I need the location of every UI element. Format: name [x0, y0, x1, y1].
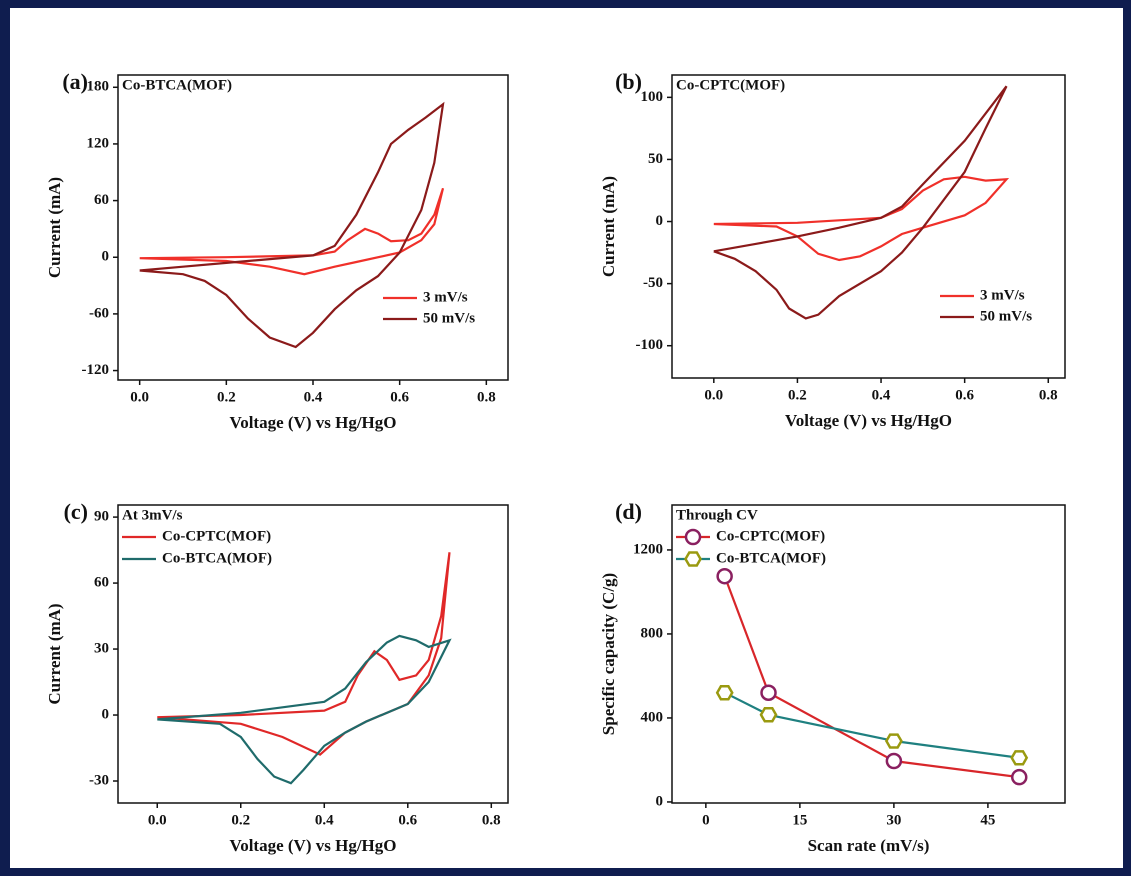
legend-marker	[684, 528, 702, 546]
y-axis-label: Current (mA)	[45, 177, 64, 278]
y-tick-label: 60	[94, 192, 109, 208]
x-axis-label: Scan rate (mV/s)	[808, 836, 930, 855]
plot-frame	[117, 504, 509, 804]
marker	[716, 567, 733, 585]
y-tick-label: 0	[102, 706, 110, 722]
x-axis-label: Voltage (V) vs Hg/HgO	[785, 411, 952, 430]
x-tick-label: 0.8	[477, 389, 496, 405]
series-line	[157, 634, 452, 785]
x-axis-label: Voltage (V) vs Hg/HgO	[229, 413, 396, 432]
x-tick-label: 0.0	[704, 387, 723, 403]
y-tick-label: -30	[89, 772, 109, 788]
x-tick-label: 15	[792, 812, 807, 828]
series-line	[157, 552, 451, 756]
y-axis-label: Specific capacity (C/g)	[599, 573, 618, 735]
y-tick-label: 30	[94, 640, 109, 656]
legend-label: 3 mV/s	[423, 289, 468, 305]
x-tick-label: 0.2	[231, 812, 250, 828]
y-tick-label: 0	[656, 793, 664, 809]
x-tick-label: 45	[980, 812, 995, 828]
series-line	[723, 575, 1020, 779]
x-tick-label: 0.8	[1039, 387, 1058, 403]
x-tick-label: 0	[702, 812, 710, 828]
series-line	[713, 85, 1008, 320]
plot-frame	[671, 74, 1066, 379]
panel-title: At 3mV/s	[122, 507, 183, 523]
x-tick-label: 0.6	[398, 812, 417, 828]
y-tick-label: -100	[636, 337, 664, 353]
y-tick-label: 0	[656, 213, 664, 229]
y-tick-label: 1200	[633, 541, 663, 557]
panel-label: (d)	[615, 499, 642, 524]
frame-edge	[0, 8, 10, 868]
series-line	[139, 101, 445, 349]
series-line	[139, 187, 445, 276]
y-tick-label: 60	[94, 575, 109, 591]
y-tick-label: 100	[641, 89, 664, 105]
legend-label: Co-BTCA(MOF)	[162, 550, 272, 566]
y-axis-label: Current (mA)	[45, 603, 64, 704]
marker	[715, 685, 734, 701]
y-tick-label: 90	[94, 509, 109, 525]
legend-label: Co-CPTC(MOF)	[162, 528, 271, 544]
x-tick-label: 0.4	[304, 389, 323, 405]
legend-label: 50 mV/s	[423, 310, 475, 326]
x-tick-label: 0.6	[955, 387, 974, 403]
marker	[885, 752, 903, 770]
x-tick-label: 0.2	[788, 387, 807, 403]
figure: -120 -60 0 60 120 180 0.0 0.2 0.4 0.6 0.8 Voltage (…	[45, 69, 1066, 855]
y-tick-label: -50	[643, 275, 663, 291]
y-tick-label: 0	[102, 249, 110, 265]
marker	[1010, 750, 1029, 766]
legend-label: 3 mV/s	[980, 287, 1025, 303]
panel-title: Through CV	[676, 507, 758, 523]
x-tick-label: 0.0	[148, 812, 167, 828]
panel-label: (c)	[64, 499, 88, 524]
series-line	[724, 691, 1020, 759]
marker	[760, 684, 777, 701]
y-tick-label: 50	[648, 151, 663, 167]
y-tick-label: 120	[87, 135, 110, 151]
marker	[1010, 768, 1028, 786]
x-axis-label: Voltage (V) vs Hg/HgO	[229, 836, 396, 855]
legend-marker	[684, 551, 702, 567]
x-tick-label: 0.0	[130, 389, 149, 405]
panel-label: (b)	[615, 69, 642, 94]
panel-title: Co-CPTC(MOF)	[676, 77, 785, 93]
panel-title: Co-BTCA(MOF)	[122, 77, 232, 93]
legend-label: Co-CPTC(MOF)	[716, 528, 825, 544]
y-tick-label: 800	[641, 625, 664, 641]
y-tick-label: 400	[641, 709, 664, 725]
y-tick-label: -120	[82, 362, 110, 378]
x-tick-label: 0.8	[482, 812, 501, 828]
x-tick-label: 0.4	[315, 812, 334, 828]
panel-label: (a)	[62, 69, 88, 94]
series-line	[713, 175, 1010, 262]
plot-frame	[117, 74, 509, 381]
x-tick-label: 0.6	[390, 389, 409, 405]
x-tick-label: 0.2	[217, 389, 236, 405]
marker	[759, 707, 778, 723]
y-axis-label: Current (mA)	[599, 176, 618, 277]
marker	[884, 733, 903, 749]
y-tick-label: 180	[87, 79, 110, 95]
x-tick-label: 30	[886, 812, 901, 828]
legend-label: Co-BTCA(MOF)	[716, 550, 826, 566]
y-tick-label: -60	[89, 305, 109, 321]
plot-frame	[671, 504, 1066, 804]
legend-label: 50 mV/s	[980, 308, 1032, 324]
x-tick-label: 0.4	[872, 387, 891, 403]
